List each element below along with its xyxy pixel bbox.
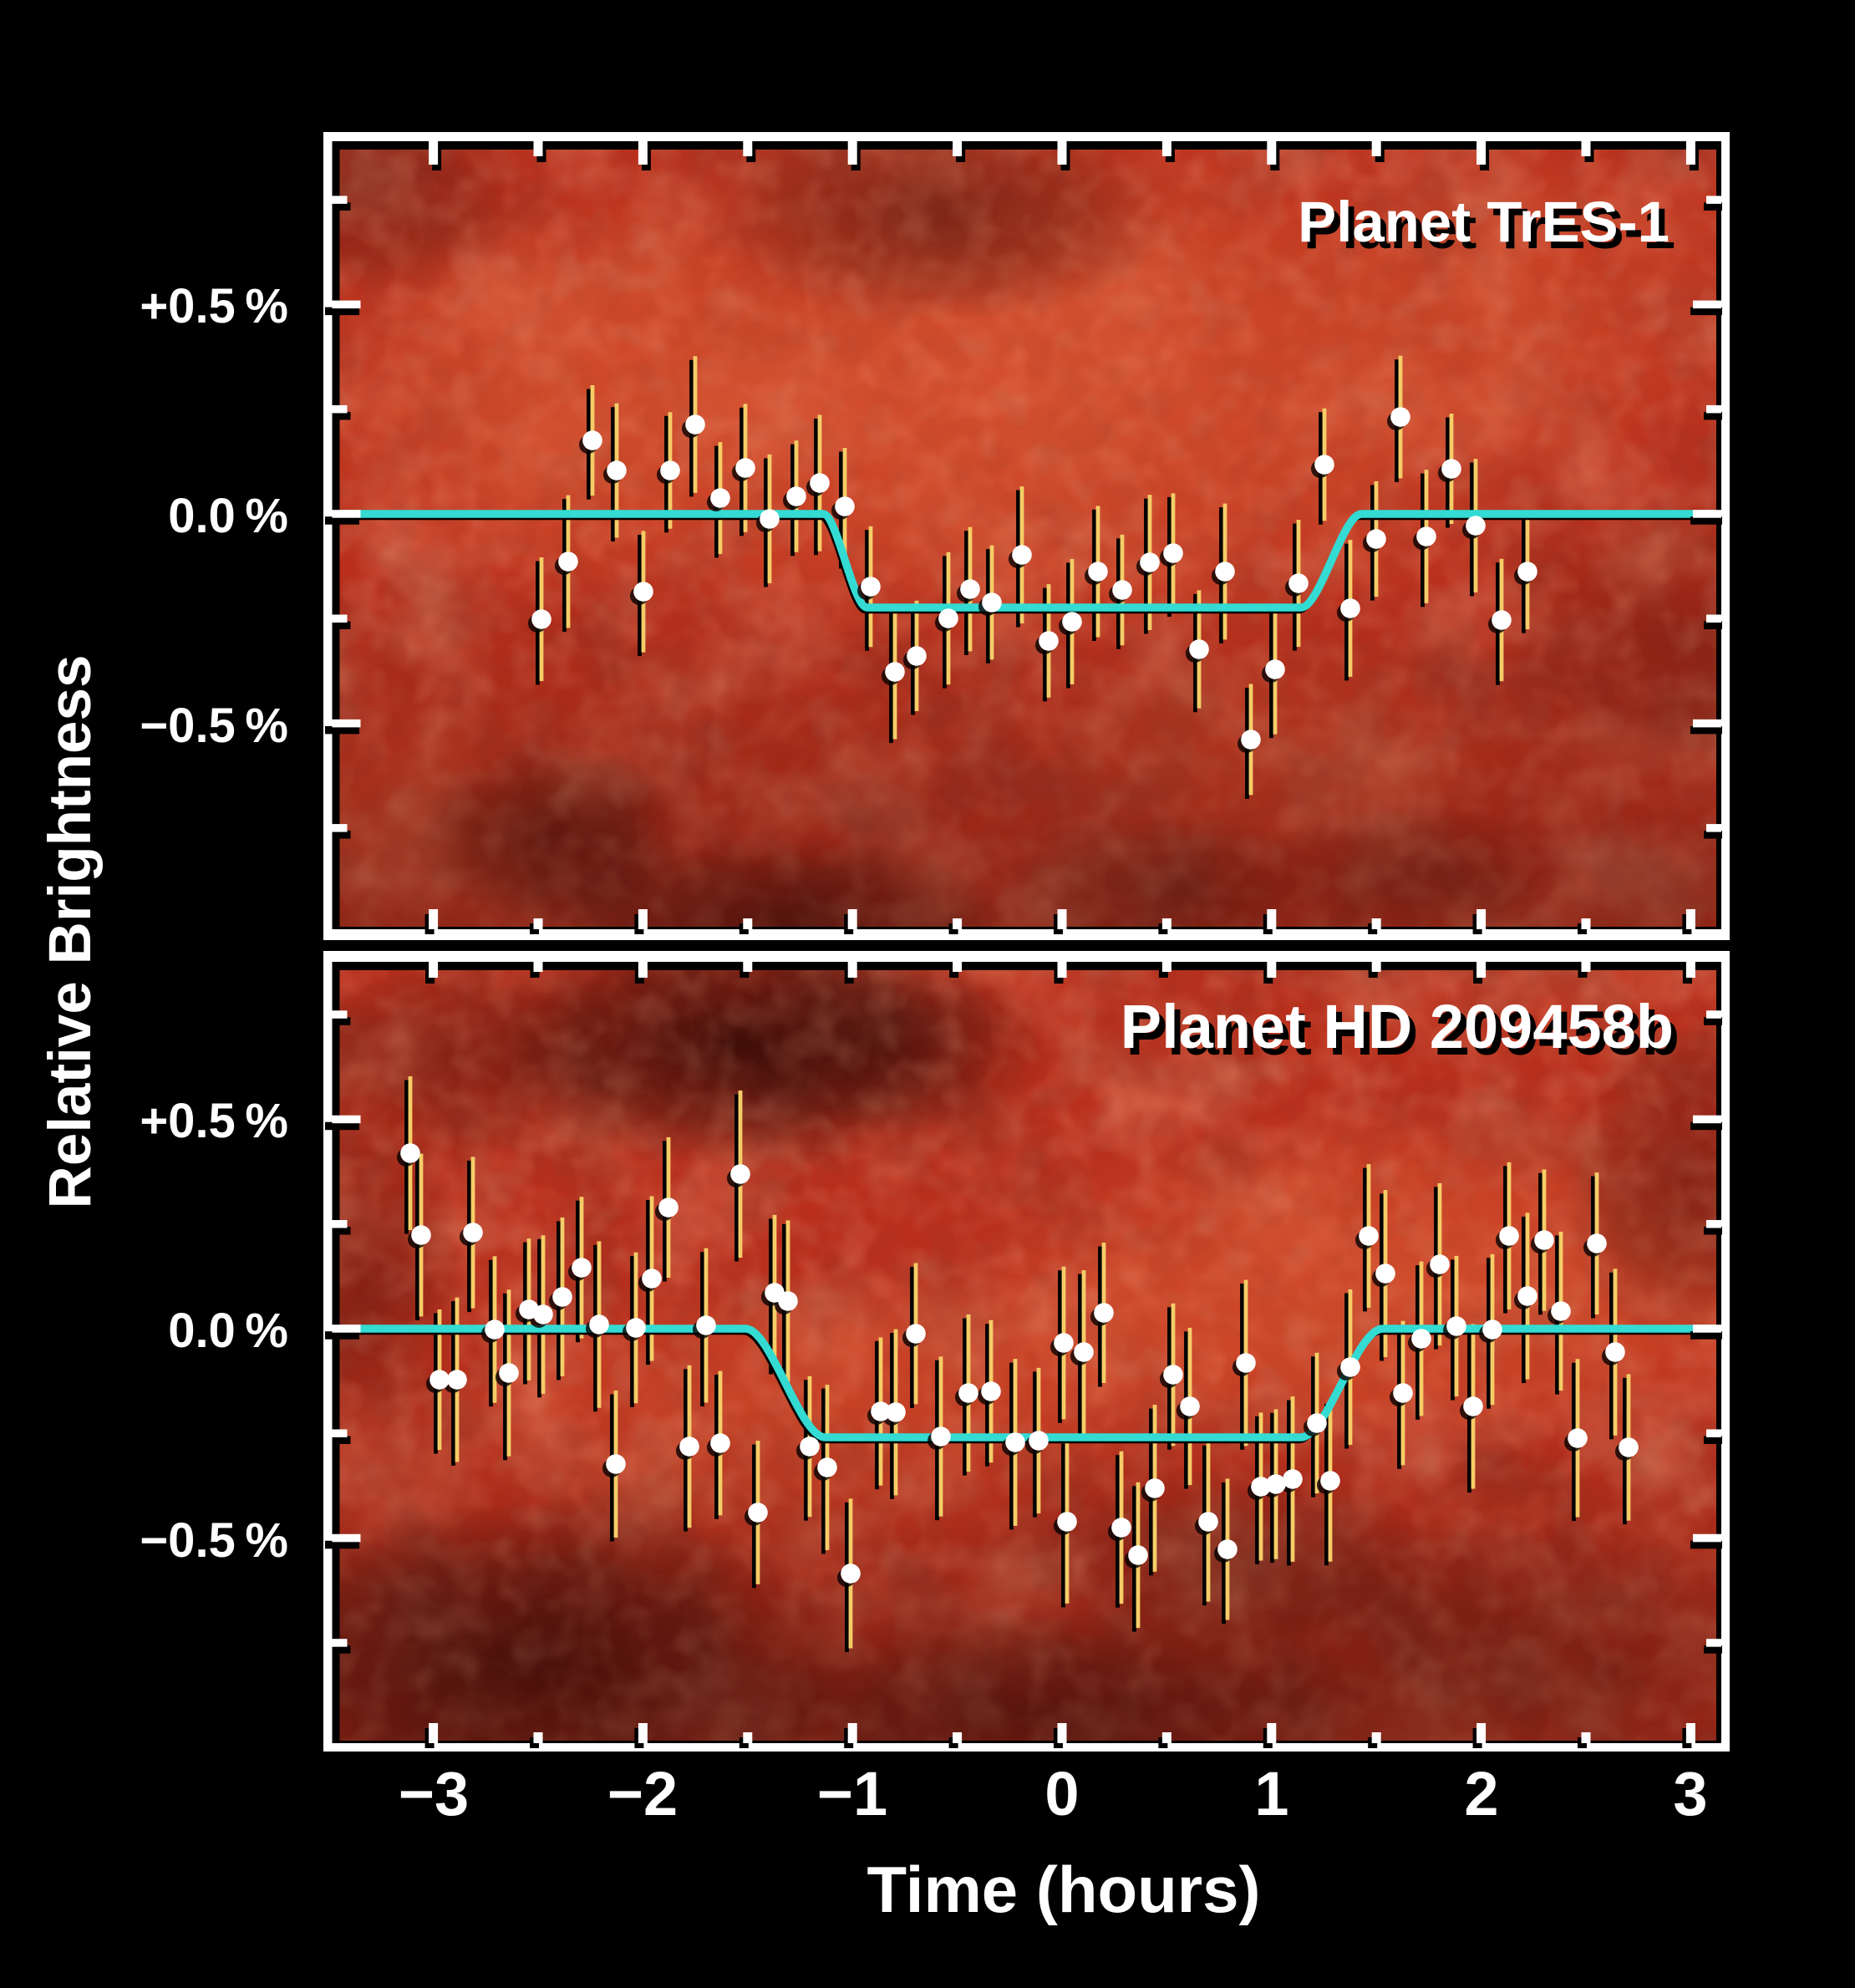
svg-text:Planet TrES-1: Planet TrES-1 [1304,196,1675,261]
svg-text:3: 3 [1673,1759,1707,1828]
svg-text:−0.5 %: −0.5 % [140,699,288,753]
svg-text:0: 0 [1044,1759,1079,1828]
svg-text:Planet HD 209458b: Planet HD 209458b [1126,999,1680,1068]
svg-text:−1: −1 [817,1759,887,1828]
svg-text:Planet TrES-1: Planet TrES-1 [1298,190,1670,254]
svg-text:+0.5 %: +0.5 % [140,279,288,333]
svg-text:0.0 %: 0.0 % [168,1304,288,1358]
svg-text:−2: −2 [607,1759,678,1828]
svg-text:1: 1 [1254,1759,1288,1828]
svg-text:Time (hours): Time (hours) [867,1853,1261,1926]
svg-text:+0.5 %: +0.5 % [140,1094,288,1148]
svg-text:Relative Brightness: Relative Brightness [38,655,104,1209]
svg-text:2: 2 [1464,1759,1498,1828]
svg-text:Planet HD 209458b: Planet HD 209458b [1121,992,1674,1061]
svg-text:−0.5 %: −0.5 % [140,1513,288,1568]
svg-text:0.0 %: 0.0 % [168,489,288,543]
svg-text:−3: −3 [399,1759,469,1828]
